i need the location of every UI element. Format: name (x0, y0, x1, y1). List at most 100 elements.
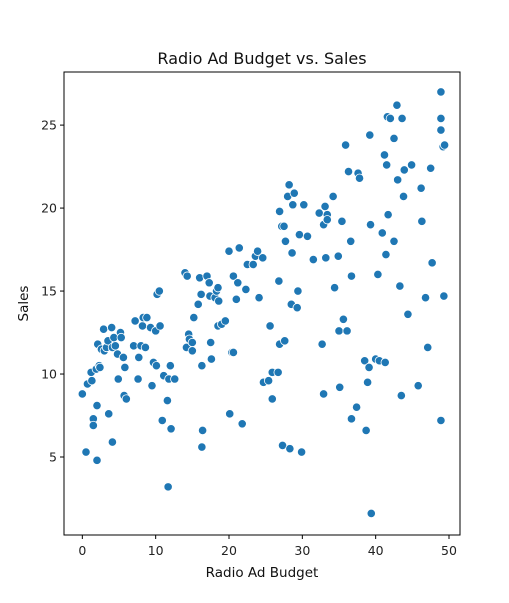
data-point (154, 286, 164, 296)
x-tick-label: 40 (368, 543, 384, 558)
data-point (107, 322, 117, 333)
x-tick-label: 50 (441, 543, 457, 558)
data-point (187, 346, 197, 356)
data-point (130, 316, 140, 326)
data-point (320, 201, 330, 212)
data-point (267, 394, 277, 404)
data-point (214, 296, 224, 306)
data-point (333, 251, 343, 261)
data-point (204, 278, 214, 288)
data-point (206, 337, 216, 348)
data-point (373, 269, 383, 280)
data-point (95, 362, 105, 372)
data-point (334, 326, 344, 336)
data-point (134, 352, 144, 363)
data-point (120, 362, 130, 372)
data-point (366, 508, 376, 519)
data-point (253, 246, 263, 256)
data-point (163, 482, 173, 492)
data-point (380, 357, 390, 368)
data-point (193, 299, 203, 309)
x-tick-label: 0 (78, 543, 86, 558)
data-point (274, 276, 284, 286)
x-tick-label: 10 (148, 543, 164, 558)
data-point (329, 283, 340, 293)
x-tick-label: 20 (221, 543, 237, 558)
data-point (294, 230, 304, 240)
data-point (382, 160, 392, 170)
x-tick-label: 30 (294, 543, 310, 558)
data-point (436, 87, 446, 97)
data-point (224, 246, 234, 256)
data-point (321, 253, 331, 263)
x-axis: 0 10 20 30 40 50 (78, 535, 457, 558)
data-point (92, 400, 102, 411)
y-tick-label: 20 (41, 201, 57, 216)
data-point (379, 150, 390, 160)
data-point (233, 278, 243, 288)
data-point (346, 271, 357, 281)
data-point (155, 321, 165, 331)
y-tick-label: 15 (41, 284, 57, 299)
y-axis: 5 10 15 20 25 (41, 118, 64, 465)
data-point (241, 284, 251, 294)
data-point (365, 130, 375, 140)
data-point (170, 374, 180, 384)
data-point (196, 289, 206, 299)
data-point (396, 390, 406, 401)
data-point (110, 341, 120, 351)
data-point (254, 293, 264, 303)
data-point (395, 281, 405, 291)
data-point (360, 356, 370, 366)
points-layer (77, 87, 450, 519)
data-point (362, 377, 373, 387)
data-point (413, 381, 423, 391)
data-point (328, 191, 338, 202)
data-point (187, 337, 197, 348)
data-point (439, 140, 450, 150)
data-point (142, 313, 152, 323)
data-point (343, 166, 354, 177)
data-point (417, 216, 427, 226)
data-point (389, 133, 399, 143)
data-point (377, 228, 387, 238)
data-point (263, 376, 274, 386)
data-point (293, 286, 303, 296)
data-point (393, 175, 403, 185)
data-point (342, 326, 352, 336)
data-point (289, 188, 299, 198)
data-point (361, 425, 371, 436)
data-point (140, 342, 150, 353)
data-point (113, 374, 123, 384)
data-point (137, 321, 148, 331)
data-point (398, 191, 409, 202)
data-point (280, 336, 290, 346)
data-point (403, 309, 413, 319)
plot-frame (63, 71, 461, 536)
data-point (436, 125, 446, 135)
data-point (436, 113, 446, 124)
y-axis-label: Sales (16, 286, 32, 322)
data-point (416, 183, 426, 193)
data-point (197, 361, 207, 371)
data-point (439, 291, 449, 301)
data-point (314, 208, 324, 218)
data-point (335, 382, 345, 392)
data-point (265, 321, 275, 331)
data-point (287, 248, 297, 258)
data-point (317, 339, 327, 349)
data-point (338, 314, 348, 324)
data-point (299, 200, 309, 210)
data-point (273, 367, 283, 377)
data-point (157, 415, 167, 426)
data-point (385, 113, 395, 124)
data-point (322, 215, 332, 225)
data-point (213, 283, 223, 293)
data-point (231, 294, 241, 304)
data-point (121, 394, 131, 404)
data-point (280, 236, 291, 246)
data-point (392, 100, 402, 110)
data-point (288, 200, 298, 210)
data-point (81, 447, 91, 457)
data-point (133, 374, 143, 384)
